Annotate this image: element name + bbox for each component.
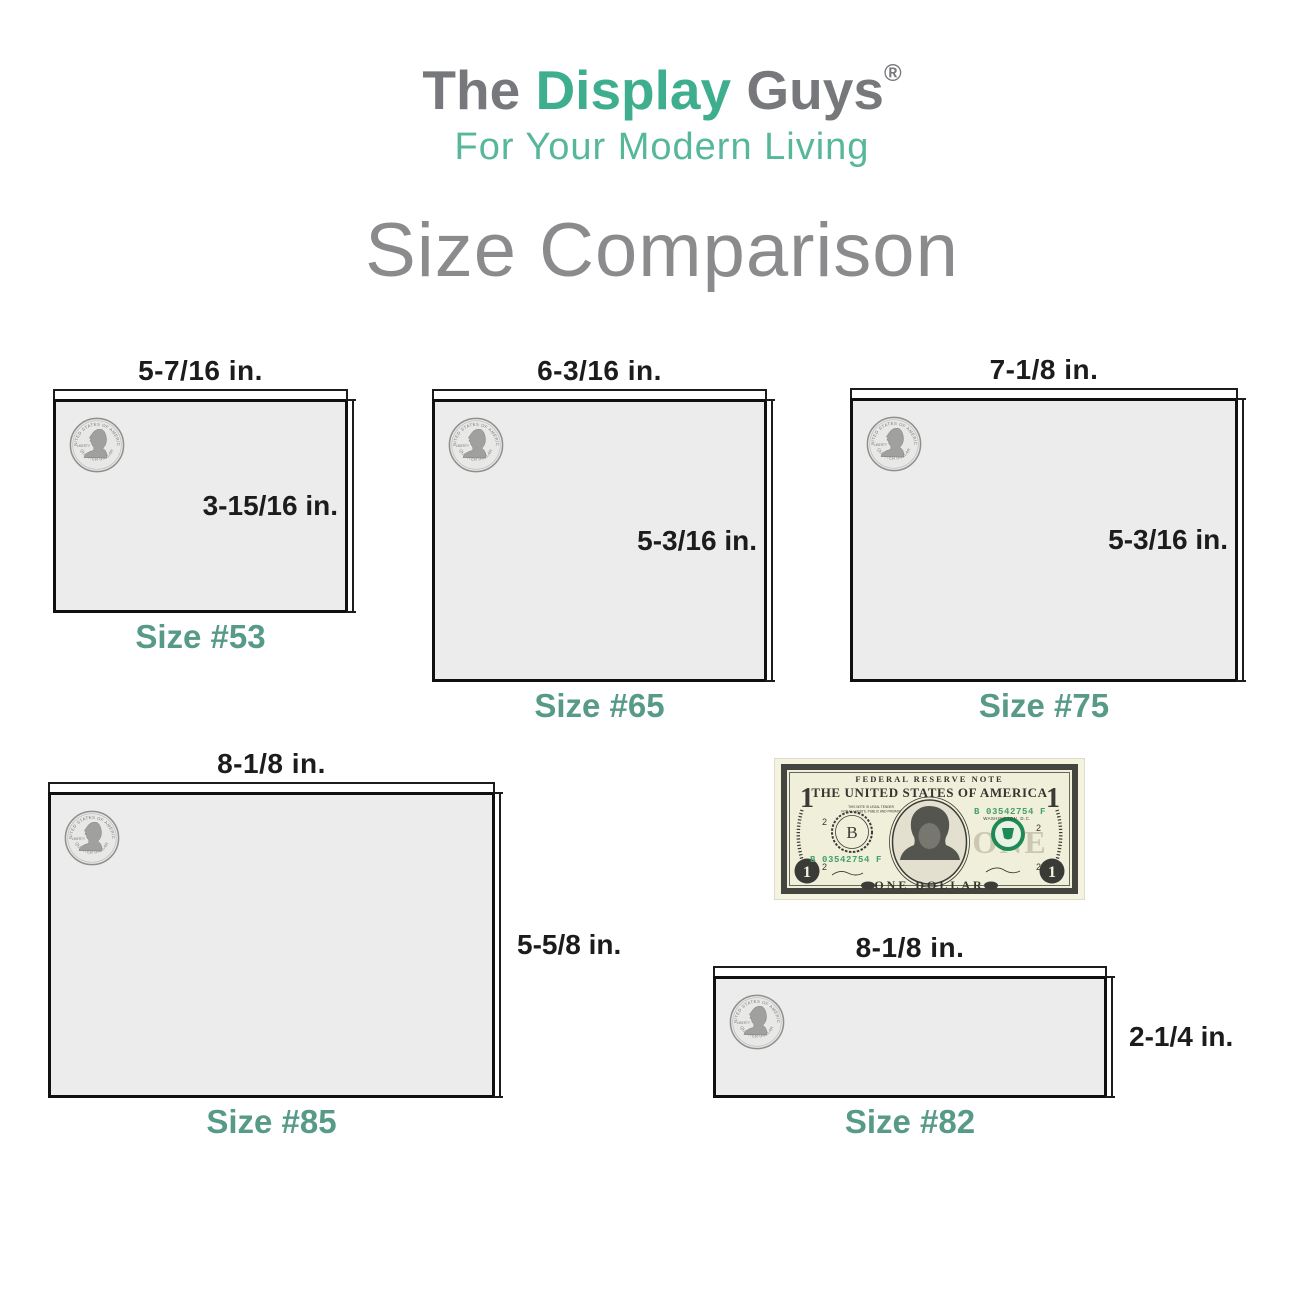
brand-word-display: Display: [535, 59, 732, 121]
right-laurel-ornament: [1055, 809, 1063, 861]
portrait-face-highlight: [918, 823, 941, 849]
treasury-seal-shield: [1002, 828, 1014, 840]
corner-numeral-bottom-right: 1: [1048, 864, 1056, 881]
height-dimension-line: [346, 399, 365, 613]
corner-numeral-bottom-left: 1: [803, 864, 811, 881]
page-title: Size Comparison: [365, 208, 959, 293]
brand-tagline: For Your Modern Living: [454, 126, 870, 168]
banner-ornament-left: [861, 881, 875, 890]
width-dimension-line: [850, 388, 1238, 401]
secretary-signature: [985, 867, 1021, 874]
corner-numeral-top-left: 1: [800, 783, 814, 814]
size-name-label: Size #53: [135, 618, 266, 655]
country-name-text: THE UNITED STATES OF AMERICA: [811, 785, 1047, 800]
header: The Display Guys® For Your Modern Living…: [12, 58, 1300, 294]
quarter-coin-icon: [729, 994, 785, 1050]
serial-number-top-right: B 03542754 F: [974, 807, 1046, 817]
size-rectangle-82: [713, 976, 1107, 1098]
district-number-top-left: 2: [822, 817, 827, 827]
height-dimension-line: [765, 399, 784, 682]
federal-reserve-note-text: FEDERAL RESERVE NOTE: [855, 774, 1003, 784]
legal-tender-line1: THIS NOTE IS LEGAL TENDER: [848, 805, 895, 809]
district-number-top-right: 2: [1036, 823, 1041, 833]
height-dimension-label: 5-3/16 in.: [637, 524, 757, 556]
size-name-label: Size #82: [844, 1103, 976, 1140]
one-dollar-bill-image: FEDERAL RESERVE NOTE THE UNITED STATES O…: [774, 758, 1085, 900]
size-name-label: Size #75: [978, 687, 1110, 724]
height-dimension-label: 3-15/16 in.: [202, 490, 338, 521]
quarter-coin-icon: [866, 416, 922, 472]
width-dimension-label: 7-1/8 in.: [989, 354, 1099, 385]
width-dimension-label: 8-1/8 in.: [855, 932, 965, 963]
height-dimension-line: [1236, 398, 1255, 682]
height-dimension-label: 5-5/8 in.: [517, 929, 622, 960]
district-number-bottom-right: 2: [1036, 862, 1041, 872]
washington-portrait: [900, 806, 960, 860]
size-rectangle-75: 5-3/16 in.: [850, 398, 1238, 682]
left-laurel-ornament: [796, 809, 804, 861]
height-dimension-line: [493, 792, 512, 1098]
size-rectangle-85: [48, 792, 495, 1098]
bill-frame-inner: [789, 772, 1070, 886]
brand-logo: The Display Guys®: [12, 58, 1300, 122]
serial-number-bottom-left: B 03542754 F: [810, 855, 882, 865]
corner-medallion-bottom-right: [1039, 858, 1065, 884]
size-rectangle-53: 3-15/16 in.: [53, 399, 348, 613]
district-seal-letter: B: [846, 823, 857, 842]
treasurer-signature: [831, 870, 864, 876]
bill-frame: [781, 764, 1078, 894]
width-dimension-line: [713, 966, 1107, 979]
district-number-bottom-left: 2: [822, 862, 827, 872]
federal-reserve-district-seal: [831, 811, 873, 853]
size-rectangle-65: 5-3/16 in.: [432, 399, 767, 682]
size-name-label: Size #85: [206, 1103, 337, 1140]
size-name-label: Size #65: [534, 687, 665, 724]
width-dimension-line: [53, 389, 348, 402]
portrait-outer-ring: [889, 796, 970, 888]
width-dimension-label: 5-7/16 in.: [138, 355, 263, 386]
width-dimension-label: 8-1/8 in.: [217, 748, 326, 779]
width-dimension-label: 6-3/16 in.: [537, 355, 662, 386]
washington-dc-text: WASHINGTON, D.C.: [983, 816, 1031, 821]
quarter-coin-icon: [69, 417, 125, 473]
quarter-coin-icon: [448, 417, 504, 473]
legal-tender-line2: FOR ALL DEBTS, PUBLIC AND PRIVATE: [841, 810, 900, 814]
height-dimension-label: 5-3/16 in.: [1108, 524, 1228, 555]
district-seal-inner-ring: [835, 815, 869, 849]
brand-word-the: The: [422, 59, 521, 121]
corner-medallion-bottom-left: [794, 858, 820, 884]
height-dimension-line: [1105, 976, 1124, 1098]
brand-word-guys: Guys: [746, 59, 884, 121]
width-dimension-line: [48, 782, 495, 795]
height-dimension-label: 2-1/4 in.: [1129, 1021, 1234, 1052]
corner-numeral-top-right: 1: [1046, 783, 1060, 814]
registered-mark: ®: [883, 60, 902, 87]
quarter-coin-icon: [64, 810, 120, 866]
width-dimension-line: [432, 389, 767, 402]
banner-ornament-right: [984, 881, 998, 890]
one-dollar-text: ONE DOLLAR: [874, 878, 984, 892]
